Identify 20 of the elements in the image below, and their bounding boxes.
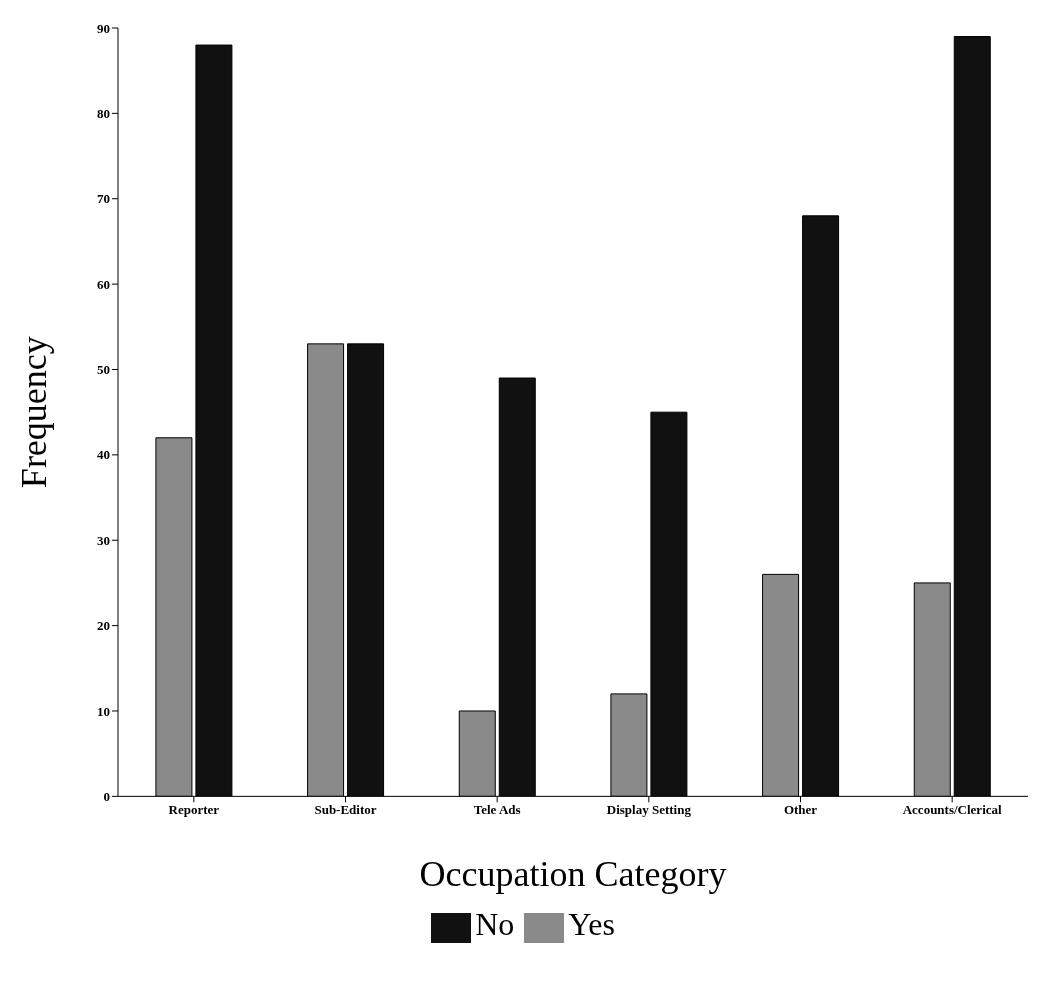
y-axis-title: Frequency xyxy=(13,336,54,489)
y-tick-label: 80 xyxy=(97,105,110,121)
y-tick-label: 70 xyxy=(97,191,110,207)
y-tick-label: 90 xyxy=(97,20,110,36)
x-tick-label: Accounts/Clerical xyxy=(902,801,1003,817)
y-tick-label: 10 xyxy=(97,703,110,719)
x-axis-title: Occupation Category xyxy=(419,854,727,895)
y-tick-label: 0 xyxy=(103,788,110,804)
x-tick-label: Display Setting xyxy=(606,801,692,817)
x-tick-label: Tele Ads xyxy=(473,801,521,817)
x-tick-label: Other xyxy=(783,801,818,817)
x-tick-label: Reporter xyxy=(168,801,220,817)
x-tick-label: Sub-Editor xyxy=(314,801,377,817)
legend-label: Yes xyxy=(568,906,615,943)
legend-label: No xyxy=(475,906,515,943)
y-tick-label: 40 xyxy=(97,447,110,463)
y-tick-label: 50 xyxy=(97,362,110,378)
y-tick-label: 60 xyxy=(97,276,110,292)
y-tick-label: 20 xyxy=(97,618,110,634)
y-tick-label: 30 xyxy=(97,532,110,548)
